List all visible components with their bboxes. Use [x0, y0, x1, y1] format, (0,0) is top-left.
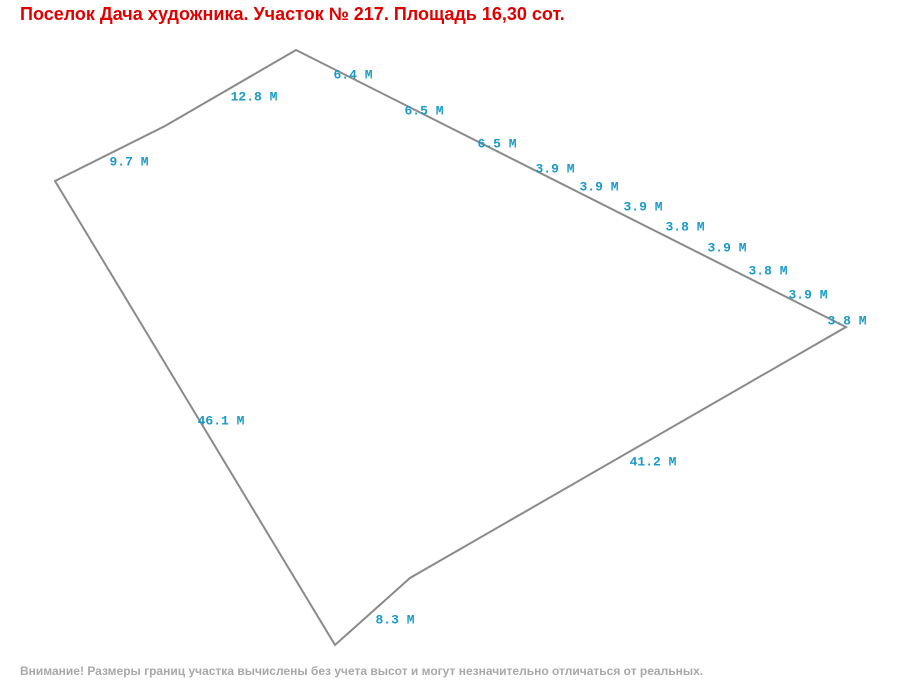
edge-label: 3.9 М [623, 199, 662, 214]
edge-label: 3.9 М [707, 240, 746, 255]
edge-label: 46.1 М [198, 413, 245, 428]
edge-label: 3.8 М [665, 219, 704, 234]
edge-label: 6.4 М [333, 67, 372, 82]
edge-label: 3.8 М [748, 263, 787, 278]
edge-label: 8.3 М [375, 612, 414, 627]
plot-boundary [53, 48, 849, 647]
edge-label: 3.8 М [827, 313, 866, 328]
edge-label: 6.5 М [477, 136, 516, 151]
edge-label: 3.9 М [579, 179, 618, 194]
footer-note: Внимание! Размеры границ участка вычисле… [20, 664, 703, 678]
edge-label: 3.9 М [535, 161, 574, 176]
edge-label: 9.7 М [109, 154, 148, 169]
edge-label: 6.5 М [404, 103, 443, 118]
title: Поселок Дача художника. Участок № 217. П… [20, 4, 565, 24]
edge-label: 3.9 М [788, 287, 827, 302]
edge-label: 41.2 М [630, 454, 677, 469]
edge-label: 12.8 М [231, 89, 278, 104]
